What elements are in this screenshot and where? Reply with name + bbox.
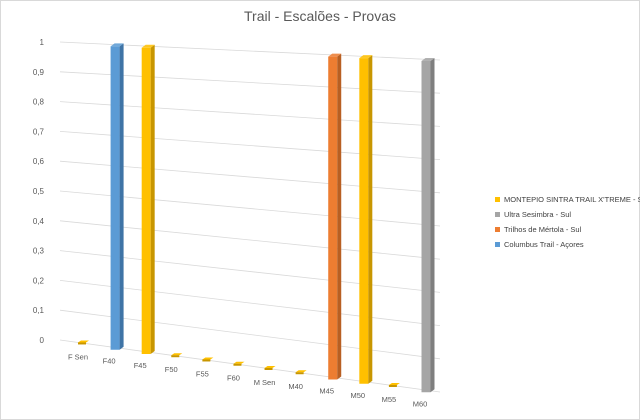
legend-label: Ultra Sesimbra - Sul: [504, 210, 572, 219]
zero-bar: [202, 357, 214, 360]
y-tick-label: 0,7: [33, 127, 45, 136]
bar-side: [119, 43, 124, 350]
legend-swatch: [495, 197, 500, 202]
bar-side: [430, 58, 435, 393]
y-tick-label: 1: [40, 38, 45, 47]
bar: [141, 47, 151, 354]
zero-bar-side: [202, 359, 211, 362]
bar-top: [110, 43, 124, 47]
x-tick-label: F40: [103, 357, 116, 366]
y-tick-label: 0,2: [33, 276, 45, 285]
zero-bar-side: [233, 363, 242, 366]
y-tick-label: 0,5: [33, 187, 45, 196]
zero-bar: [171, 353, 183, 356]
x-tick-label: M60: [413, 399, 428, 408]
bar-top: [421, 58, 435, 62]
bar: [359, 58, 369, 384]
zero-bar-side: [388, 385, 397, 388]
bar-side: [150, 44, 155, 354]
chart-title: Trail - Escalões - Provas: [244, 8, 396, 24]
x-tick-label: F45: [134, 361, 147, 370]
zero-bar: [295, 370, 307, 373]
x-tick-label: F55: [196, 369, 209, 378]
x-tick-label: M50: [351, 391, 366, 400]
legend-item: MONTEPIO SINTRA TRAIL X'TREME - Sul: [495, 192, 640, 207]
x-tick-label: F50: [165, 365, 178, 374]
zero-bar: [264, 365, 276, 368]
x-tick-label: M55: [382, 395, 397, 404]
y-tick-label: 0,1: [33, 306, 45, 315]
y-tick-label: 0,9: [33, 68, 45, 77]
zero-bar: [233, 361, 245, 364]
bar: [110, 46, 120, 350]
chart-legend: MONTEPIO SINTRA TRAIL X'TREME - Sul Ultr…: [495, 192, 640, 252]
x-tick-label: M45: [319, 386, 334, 395]
bar-side: [368, 55, 373, 384]
y-tick-label: 0,4: [33, 217, 45, 226]
zero-bar-side: [264, 367, 273, 370]
y-tick-label: 0,8: [33, 98, 45, 107]
legend-item: Trilhos de Mértola - Sul: [495, 222, 640, 237]
y-tick-label: 0: [40, 336, 45, 345]
bar-top: [328, 53, 342, 57]
zero-bar-side: [78, 342, 86, 345]
legend-swatch: [495, 227, 500, 232]
x-tick-label: M40: [288, 382, 303, 391]
zero-bar: [388, 383, 400, 386]
legend-label: Trilhos de Mértola - Sul: [504, 225, 582, 234]
bar: [421, 61, 431, 393]
zero-bar-side: [171, 355, 180, 358]
legend-item: Ultra Sesimbra - Sul: [495, 207, 640, 222]
bar-top: [359, 55, 373, 59]
legend-label: Columbus Trail - Açores: [504, 240, 584, 249]
x-tick-label: F Sen: [68, 352, 88, 361]
legend-swatch: [495, 242, 500, 247]
zero-bar: [78, 340, 89, 343]
zero-bar-side: [295, 372, 304, 375]
bar-side: [337, 53, 342, 380]
x-tick-label: F60: [227, 374, 240, 383]
gridline: [59, 339, 441, 393]
y-tick-label: 0,6: [33, 157, 45, 166]
legend-swatch: [495, 212, 500, 217]
legend-label: MONTEPIO SINTRA TRAIL X'TREME - Sul: [504, 195, 640, 204]
bar-top: [141, 44, 155, 48]
bar: [328, 56, 338, 380]
y-tick-label: 0,3: [33, 247, 45, 256]
legend-item: Columbus Trail - Açores: [495, 237, 640, 252]
x-tick-label: M Sen: [254, 378, 276, 387]
